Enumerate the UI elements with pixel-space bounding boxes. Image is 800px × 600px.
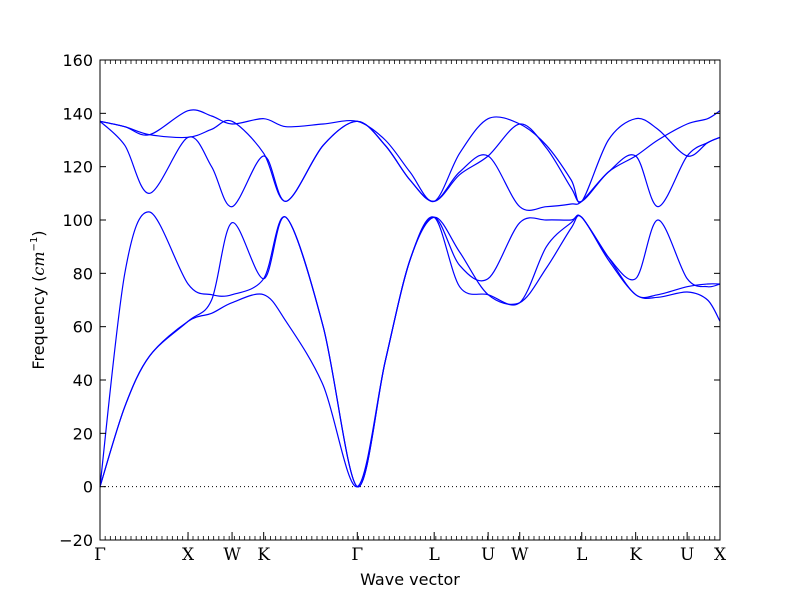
y-tick-label: 160 [62,51,93,70]
y-tick-label: 80 [73,264,93,283]
y-tick-label: 40 [73,371,93,390]
phonon-branch-3 [99,211,721,488]
y-tick-label: 120 [62,158,93,177]
y-tick-label: −20 [59,531,93,550]
y-tick-label: 0 [83,478,93,497]
phonon-branch-6 [99,109,721,204]
x-axis-label: Wave vector [360,570,460,589]
high-symmetry-label: X [182,545,195,565]
high-symmetry-label: K [629,545,642,565]
y-axis-label-text: Frequency ( [29,276,48,370]
high-symmetry-label: X [714,545,727,565]
high-symmetry-label: U [680,545,694,565]
y-tick-label: 20 [73,424,93,443]
y-axis-label-unit: cm [29,251,48,275]
high-symmetry-label: Γ [351,545,363,565]
plot-area [99,109,721,488]
high-symmetry-label: Γ [94,545,106,565]
high-symmetry-label: W [223,545,241,565]
high-symmetry-label: W [511,545,529,565]
high-symmetry-label: K [257,545,270,565]
high-symmetry-label: L [576,545,587,565]
high-symmetry-label: L [429,545,440,565]
y-tick-label: 100 [62,211,93,230]
y-axis-label-exponent: −1 [29,237,40,252]
y-axis-label: Frequency (cm−1) [29,230,48,369]
y-tick-label: 140 [62,104,93,123]
high-symmetry-label: U [481,545,495,565]
y-axis-label-close: ) [29,230,48,236]
y-tick-label: 60 [73,318,93,337]
